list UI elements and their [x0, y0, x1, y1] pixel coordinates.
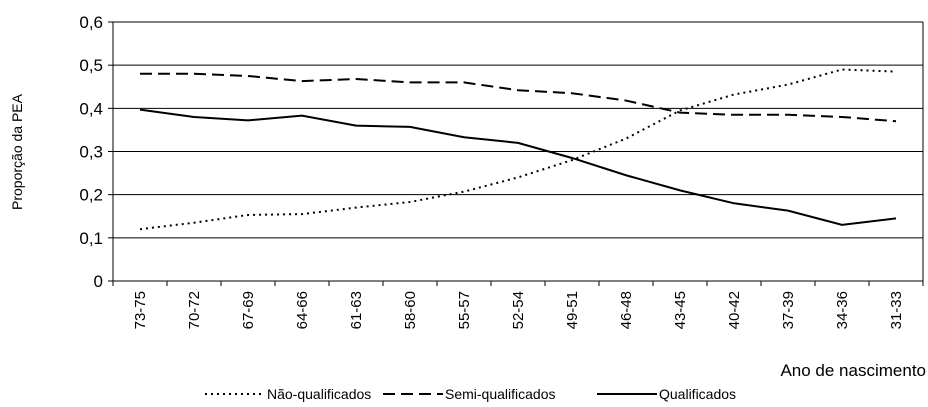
y-tick-label: 0,4 — [79, 99, 103, 118]
y-tick-label: 0,6 — [79, 13, 103, 32]
legend-label: Qualificados — [659, 386, 736, 402]
x-tick-label: 40-42 — [726, 291, 743, 329]
x-tick-label: 43-45 — [672, 291, 689, 329]
series-line — [140, 72, 897, 123]
y-tick-label: 0,1 — [79, 229, 103, 248]
y-axis-label: Proporção da PEA — [9, 93, 25, 210]
x-tick-label: 67-69 — [240, 291, 257, 329]
x-tick-label: 61-63 — [348, 291, 365, 329]
x-tick-label: 73-75 — [132, 291, 149, 329]
legend-label: Não-qualificados — [267, 386, 371, 402]
x-tick-label: 37-39 — [780, 291, 797, 329]
y-tick-label: 0,3 — [79, 143, 103, 162]
x-tick-label: 49-51 — [564, 291, 581, 329]
x-tick-label: 70-72 — [186, 291, 203, 329]
x-tick-label: 58-60 — [402, 291, 419, 329]
x-tick-label: 52-54 — [510, 291, 527, 329]
series-line — [139, 108, 897, 226]
x-tick-label: 31-33 — [888, 291, 905, 329]
x-tick-label: 64-66 — [294, 291, 311, 329]
y-tick-label: 0 — [94, 272, 103, 291]
series-line — [139, 68, 897, 231]
y-tick-label: 0,5 — [79, 56, 103, 75]
x-tick-label: 55-57 — [456, 291, 473, 329]
x-tick-label: 34-36 — [834, 291, 851, 329]
y-tick-label: 0,2 — [79, 186, 103, 205]
legend-label: Semi-qualificados — [445, 386, 556, 402]
x-axis-label: Ano de nascimento — [780, 361, 926, 380]
x-tick-label: 46-48 — [618, 291, 635, 329]
